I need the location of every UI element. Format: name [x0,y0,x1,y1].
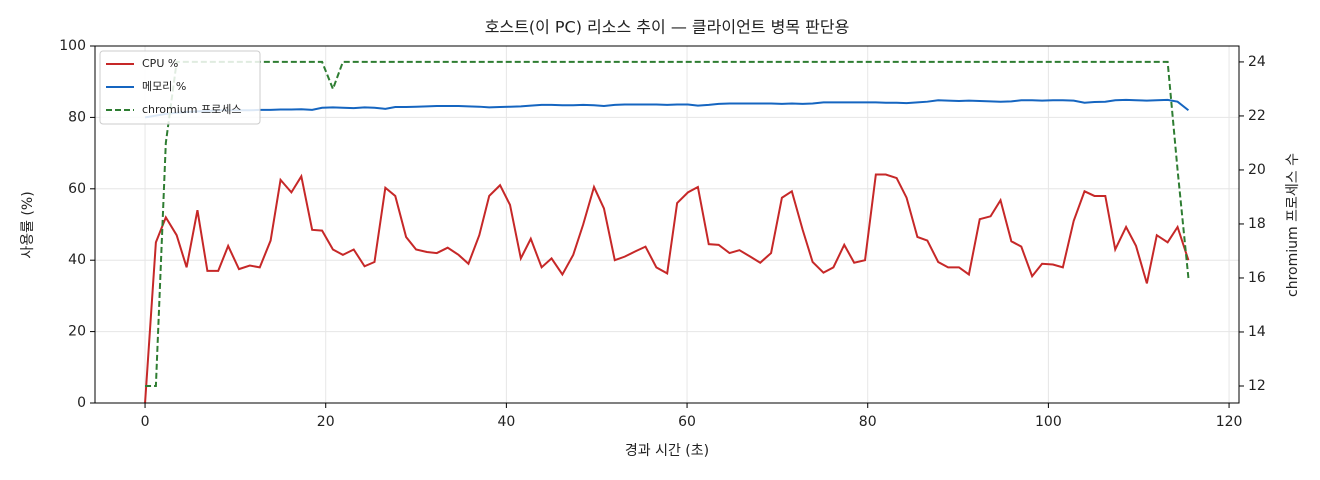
y2-tick-label: 12 [1248,378,1266,394]
legend-label: CPU % [142,57,178,70]
chart-title: 호스트(이 PC) 리소스 추이 — 클라이언트 병목 판단용 [485,18,850,37]
y2-tick-label: 22 [1248,108,1266,124]
y-tick-label: 60 [68,181,86,197]
legend-box [99,50,261,125]
x-tick-label: 120 [1216,414,1243,430]
y2-axis-label: chromium 프로세스 수 [1285,153,1301,297]
y2-tick-label: 18 [1248,216,1266,232]
plot-frame [94,45,1240,404]
x-tick-label: 100 [1035,414,1062,430]
legend-label: chromium 프로세스 [142,103,241,116]
y2-tick-label: 24 [1248,54,1266,70]
series-line [144,98,1190,119]
y-tick-label: 20 [68,324,86,340]
x-tick-label: 80 [859,414,877,430]
legend: CPU % 메모리 % chromium 프로세스 [99,50,261,125]
y-axis-label: 사용률 (%) [20,191,36,258]
series-line [145,60,1190,387]
y2-tick-label: 16 [1248,270,1266,286]
y-tick-label: 80 [68,109,86,125]
x-tick-label: 60 [678,414,696,430]
y-tick-label: 100 [59,38,86,54]
y2-tick-label: 20 [1248,162,1266,178]
x-tick-label: 20 [317,414,335,430]
x-axis-label: 경과 시간 (초) [625,443,709,459]
x-tick-label: 40 [497,414,515,430]
series-line [144,173,1190,404]
legend-label: 메모리 % [142,80,186,93]
y2-tick-label: 14 [1248,324,1266,340]
y-tick-label: 0 [77,395,86,411]
y-tick-label: 40 [68,252,86,268]
x-tick-label: 0 [141,414,150,430]
